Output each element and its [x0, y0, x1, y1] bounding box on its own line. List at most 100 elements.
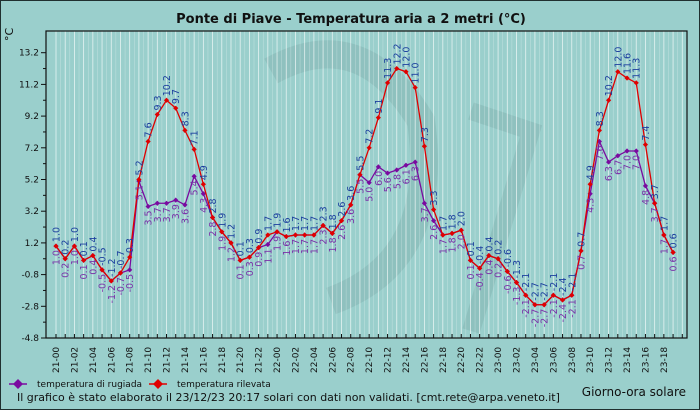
- temp-point: [541, 302, 547, 308]
- series-temperatura-rilevata: [53, 65, 676, 308]
- dew-value-label: 1.8: [448, 237, 459, 252]
- temp-point: [311, 232, 317, 238]
- temp-value-label: 12.2: [392, 43, 403, 64]
- dew-value-label: 0.7: [576, 255, 587, 270]
- dew-point: [394, 167, 400, 173]
- temp-value-label: 0.4: [484, 236, 495, 251]
- x-tick-label: 23-02: [513, 347, 523, 373]
- y-tick-label: 11.2: [19, 80, 39, 90]
- dew-point: [200, 191, 206, 197]
- dew-value-label: 0.1: [236, 264, 247, 279]
- dew-value-label: 1.0: [70, 250, 81, 265]
- dew-point: [431, 218, 437, 224]
- temp-point: [394, 65, 400, 72]
- dew-point: [163, 200, 170, 206]
- temp-value-label: 4.9: [199, 165, 210, 180]
- y-tick-label: -4.8: [21, 334, 39, 344]
- temp-point: [71, 243, 78, 249]
- temp-value-label: 1.7: [438, 216, 449, 231]
- temp-point: [652, 200, 658, 206]
- dew-point: [366, 180, 372, 186]
- temp-value-label: 1.2: [226, 224, 237, 239]
- x-tick-label: 23-00: [494, 347, 504, 373]
- x-tick-label: 21-18: [218, 347, 228, 373]
- y-tick-label: -2.8: [21, 302, 39, 312]
- dew-value-label: -0.6: [503, 275, 514, 294]
- temp-value-label: 1.0: [70, 227, 81, 242]
- series-layer: [53, 65, 676, 308]
- dew-value-label: 3.9: [171, 204, 182, 219]
- temp-point: [449, 230, 455, 236]
- legend: temperatura di rugiada temperatura rilev…: [9, 379, 271, 390]
- dew-value-label: 6.1: [401, 169, 412, 184]
- dew-value-label: -2.7: [540, 309, 551, 328]
- temp-point: [292, 232, 299, 238]
- temp-point: [283, 233, 289, 240]
- temp-point: [486, 252, 492, 259]
- dew-point: [403, 162, 409, 168]
- temp-value-label: 8.3: [180, 111, 191, 126]
- temp-value-label: 1.7: [300, 216, 311, 231]
- temp-value-label: 1.6: [282, 217, 293, 232]
- temp-value-label: 2.3: [319, 206, 330, 221]
- temp-point: [366, 145, 372, 151]
- temp-value-label: 1.8: [448, 214, 459, 229]
- y-axis-label: °C: [3, 28, 16, 42]
- x-tick-label: 21-00: [52, 347, 62, 373]
- dew-value-label: 5.4: [190, 180, 201, 195]
- x-tick-label: 21-12: [163, 347, 173, 373]
- dew-value-label: 2.8: [208, 222, 219, 237]
- dew-value-label: 6.0: [374, 171, 385, 186]
- temp-value-label: 5.5: [355, 156, 366, 171]
- temp-point: [237, 257, 243, 263]
- dew-value-label: 3.7: [420, 207, 431, 222]
- temp-value-label: 9.1: [374, 99, 385, 114]
- dew-value-label: 2.3: [319, 229, 330, 244]
- grid: [55, 31, 683, 338]
- x-tick-label: 22-06: [328, 347, 338, 373]
- legend-label-dew: temperatura di rugiada: [37, 380, 142, 390]
- dew-value-label: 1.7: [659, 239, 670, 254]
- temp-value-label: 2.8: [208, 198, 219, 213]
- temp-value-label: 11.0: [411, 62, 422, 83]
- temp-value-label: 3.6: [346, 186, 357, 201]
- dew-value-label: 0.4: [88, 260, 99, 275]
- dew-value-label: 1.6: [282, 241, 293, 256]
- x-tick-label: 23-16: [641, 347, 651, 373]
- temp-point: [209, 214, 216, 221]
- x-tick-label: 23-04: [531, 347, 541, 373]
- temp-value-label: -2.7: [530, 282, 541, 301]
- temp-point: [495, 256, 501, 262]
- temp-point: [550, 292, 556, 298]
- temp-point: [412, 84, 418, 91]
- temp-point: [384, 80, 391, 86]
- x-tick-label: 22-12: [384, 347, 394, 373]
- dew-value-label: 7.6: [595, 145, 606, 160]
- temp-point: [173, 105, 179, 111]
- temp-value-label: 0.2: [61, 240, 72, 255]
- dew-point: [412, 159, 418, 165]
- temp-value-label: 9.3: [153, 95, 164, 110]
- dew-value-label: 0.4: [484, 260, 495, 275]
- dew-value-label: 1.7: [309, 239, 320, 254]
- dew-value-label: 1.9: [273, 236, 284, 251]
- temp-value-label: 9.7: [171, 89, 182, 104]
- dew-point: [173, 197, 179, 203]
- temp-value-label: 1.7: [291, 216, 302, 231]
- dew-point: [642, 183, 649, 189]
- temp-point: [375, 115, 381, 121]
- temp-point: [467, 257, 474, 263]
- x-tick-label: 21-02: [70, 347, 80, 373]
- temp-value-label: 0.6: [669, 233, 680, 248]
- x-tick-label: 21-04: [89, 347, 99, 373]
- dew-value-label: -2.4: [558, 304, 569, 323]
- x-tick-label: 22-02: [291, 347, 301, 373]
- dew-value-label: 5.6: [383, 177, 394, 192]
- dew-point: [384, 170, 391, 176]
- dew-value-label: 7.0: [623, 155, 634, 170]
- dew-value-label: 5.0: [365, 187, 376, 202]
- dew-point: [154, 200, 160, 206]
- y-tick-label: 1.2: [25, 239, 39, 249]
- dew-value-label: 0.2: [61, 263, 72, 278]
